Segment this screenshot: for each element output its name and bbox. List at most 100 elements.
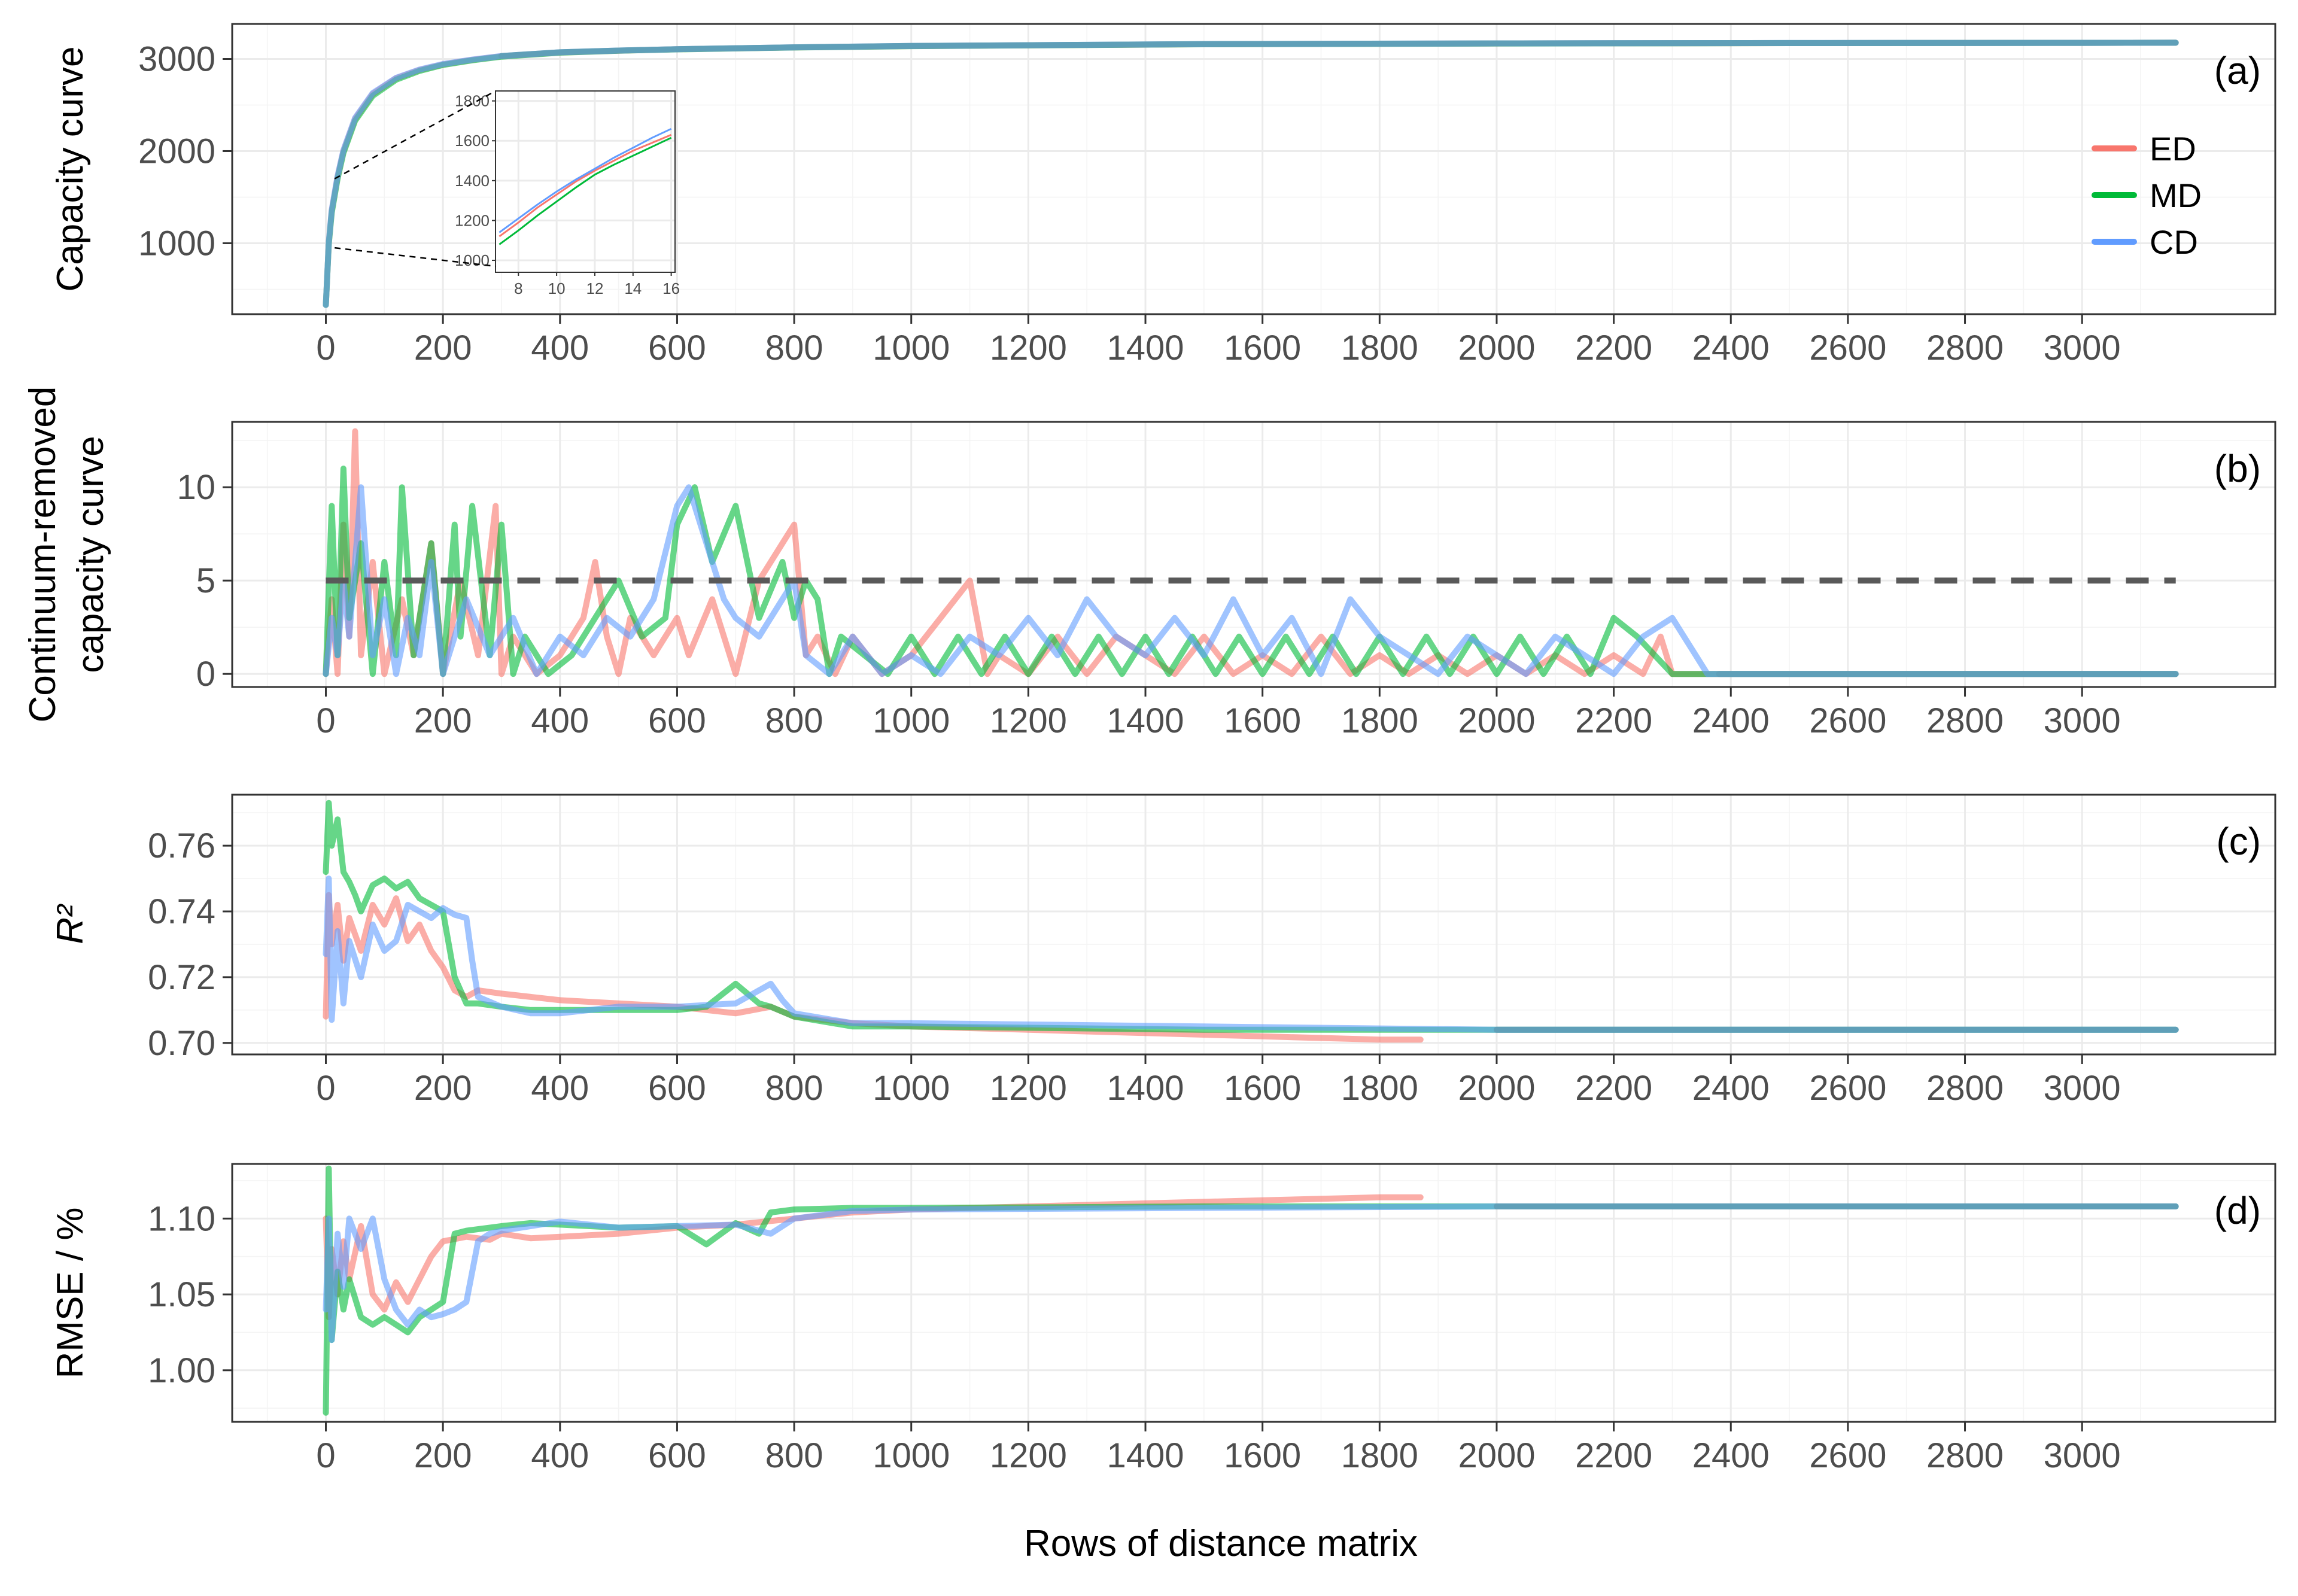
panel-b-x-tick-label: 1800 [1341, 701, 1418, 740]
inset-y-tick-label: 1600 [455, 132, 490, 150]
panel-b-x-tick-label: 800 [765, 701, 823, 740]
panel-a-x-tick-label: 600 [648, 329, 706, 367]
panel-a-y-tick-label: 3000 [138, 40, 215, 79]
panel-c-x-tick-label: 2400 [1692, 1069, 1770, 1108]
panel-a-x-ticks: 0 200 400 600 800 1000 1200 1400 1600 1800 2000 220… [316, 314, 2121, 367]
panel-b-x-tick-label: 1600 [1224, 701, 1301, 740]
panel-b-x-ticks: 0 200 400 600 800 1000 1200 1400 1600 1800 2000 220… [316, 687, 2121, 740]
x-axis-title: Rows of distance matrix [1024, 1523, 1418, 1564]
panel-c-y-tick-label: 0.70 [148, 1024, 215, 1063]
panel-d-x-tick-label: 1800 [1341, 1436, 1418, 1475]
panel-d-series-cd-line [323, 1203, 2179, 1343]
legend-label-md: MD [2150, 177, 2202, 214]
inset-x-tick-label: 16 [662, 279, 680, 297]
inset-connector-top [334, 90, 496, 180]
panel-d-x-tick-label: 2800 [1926, 1436, 2004, 1475]
panel-b-x-tick-label: 1400 [1107, 701, 1184, 740]
panel-a-y-ticks: 1000 2000 3000 [138, 40, 232, 263]
panel-a-x-tick-label: 1600 [1224, 329, 1301, 367]
panel-c-x-tick-label: 1000 [873, 1069, 950, 1108]
panel-a-x-tick-label: 1000 [873, 329, 950, 367]
panel-a-y-tick-label: 1000 [138, 224, 215, 263]
panel-b-border [231, 421, 2276, 688]
legend: ED MD CD [2092, 130, 2202, 261]
panel-c-x-tick-label: 0 [316, 1069, 335, 1108]
inset-y-tick-label: 1000 [455, 251, 490, 269]
panel-c-x-ticks: 0 200 400 600 800 1000 1200 1400 1600 1800 2000 220… [316, 1054, 2121, 1108]
panel-b-x-tick-label: 2800 [1926, 701, 2004, 740]
panel-b-y-tick-label: 10 [177, 468, 215, 507]
inset-y-tick-label: 1800 [455, 92, 490, 110]
panel-c-series-cd-line [323, 875, 2179, 1033]
panel-c-x-tick-label: 2000 [1458, 1069, 1535, 1108]
inset-series-ed-line [498, 133, 672, 238]
inset-x-tick-label: 10 [548, 279, 566, 297]
panel-b-y-ticks: 0 5 10 [177, 468, 232, 694]
panel-c-x-tick-label: 600 [648, 1069, 706, 1108]
panel-d-series-md-line [323, 1165, 2179, 1416]
panel-d-x-tick-label: 2400 [1692, 1436, 1770, 1475]
panel-c-y-ticks: 0.70 0.72 0.74 0.76 [148, 826, 232, 1063]
panel-d-y-axis-title: RMSE / % [50, 1208, 91, 1379]
panel-b-x-tick-label: 2200 [1575, 701, 1652, 740]
panel-a-x-tick-label: 200 [414, 329, 472, 367]
panel-d-series-ed-line [323, 1194, 1424, 1321]
inset-x-tick-label: 14 [624, 279, 642, 297]
panel-d-x-ticks: 0 200 400 600 800 1000 1200 1400 1600 1800 2000 220… [316, 1422, 2121, 1475]
panel-a-x-tick-label: 1800 [1341, 329, 1418, 367]
panel-a-x-tick-label: 400 [531, 329, 589, 367]
panel-d-x-tick-label: 800 [765, 1436, 823, 1475]
panel-d-y-tick-label: 1.00 [148, 1351, 215, 1390]
panel-a-x-tick-label: 2600 [1809, 329, 1886, 367]
panel-b-x-tick-label: 2400 [1692, 701, 1770, 740]
panel-a-x-tick-label: 2400 [1692, 329, 1770, 367]
panel-a-x-tick-label: 2200 [1575, 329, 1652, 367]
panel-c-series [323, 799, 2179, 1043]
panel-a-x-tick-label: 0 [316, 329, 335, 367]
panel-a-inset: 8 10 12 14 16 1000 1200 1400 1600 1800 [334, 90, 680, 297]
inset-y-tick-label: 1400 [455, 172, 490, 190]
panel-b-series-cd-line [323, 484, 2179, 677]
panel-b-x-tick-label: 200 [414, 701, 472, 740]
panel-b-y-tick-label: 0 [196, 655, 215, 694]
panel-d-border [231, 1163, 2276, 1423]
panel-a-tag: (a) [2214, 49, 2261, 92]
inset-border [495, 90, 676, 273]
panel-b-x-tick-label: 0 [316, 701, 335, 740]
inset-x-tick-label: 12 [586, 279, 603, 297]
panel-a-x-tick-label: 1400 [1107, 329, 1184, 367]
panel-c-x-tick-label: 1800 [1341, 1069, 1418, 1108]
panel-a-x-tick-label: 800 [765, 329, 823, 367]
panel-a-border [231, 23, 2276, 315]
legend-label-ed: ED [2150, 130, 2196, 168]
panel-d-rmse: 0 200 400 600 800 1000 1200 1400 1600 1800 2000 220… [50, 1163, 2276, 1475]
panel-c-grid [232, 795, 2275, 1054]
panel-c-x-tick-label: 3000 [2044, 1069, 2121, 1108]
panel-b-series-md-line [323, 466, 2179, 677]
panel-a-x-tick-label: 3000 [2044, 329, 2121, 367]
inset-series-cd-line [498, 127, 672, 233]
legend-label-cd: CD [2150, 223, 2198, 261]
panel-b-continuum-removed: 0 200 400 600 800 1000 1200 1400 1600 1800 2000 220… [22, 387, 2276, 740]
panel-c-tag: (c) [2216, 820, 2261, 863]
panel-d-x-tick-label: 0 [316, 1436, 335, 1475]
panel-d-x-tick-label: 3000 [2044, 1436, 2121, 1475]
panel-b-x-tick-label: 2000 [1458, 701, 1535, 740]
panel-c-x-tick-label: 2200 [1575, 1069, 1652, 1108]
panel-d-x-tick-label: 200 [414, 1436, 472, 1475]
panel-b-x-tick-label: 1000 [873, 701, 950, 740]
panel-d-x-tick-label: 1200 [990, 1436, 1067, 1475]
panel-a-y-axis-title: Capacity curve [50, 46, 91, 291]
panel-b-y-axis-title-line2: capacity curve [70, 436, 111, 673]
panel-b-x-tick-label: 600 [648, 701, 706, 740]
panel-c-series-ed-line [323, 892, 1424, 1043]
panel-d-x-tick-label: 2600 [1809, 1436, 1886, 1475]
inset-y-tick-label: 1200 [455, 211, 490, 229]
panel-b-x-tick-label: 2600 [1809, 701, 1886, 740]
panel-b-series [323, 428, 2179, 677]
panel-a-x-tick-label: 2800 [1926, 329, 2004, 367]
panel-c-y-tick-label: 0.76 [148, 826, 215, 865]
inset-x-tick-label: 8 [514, 279, 522, 297]
panel-a-y-tick-label: 2000 [138, 132, 215, 171]
